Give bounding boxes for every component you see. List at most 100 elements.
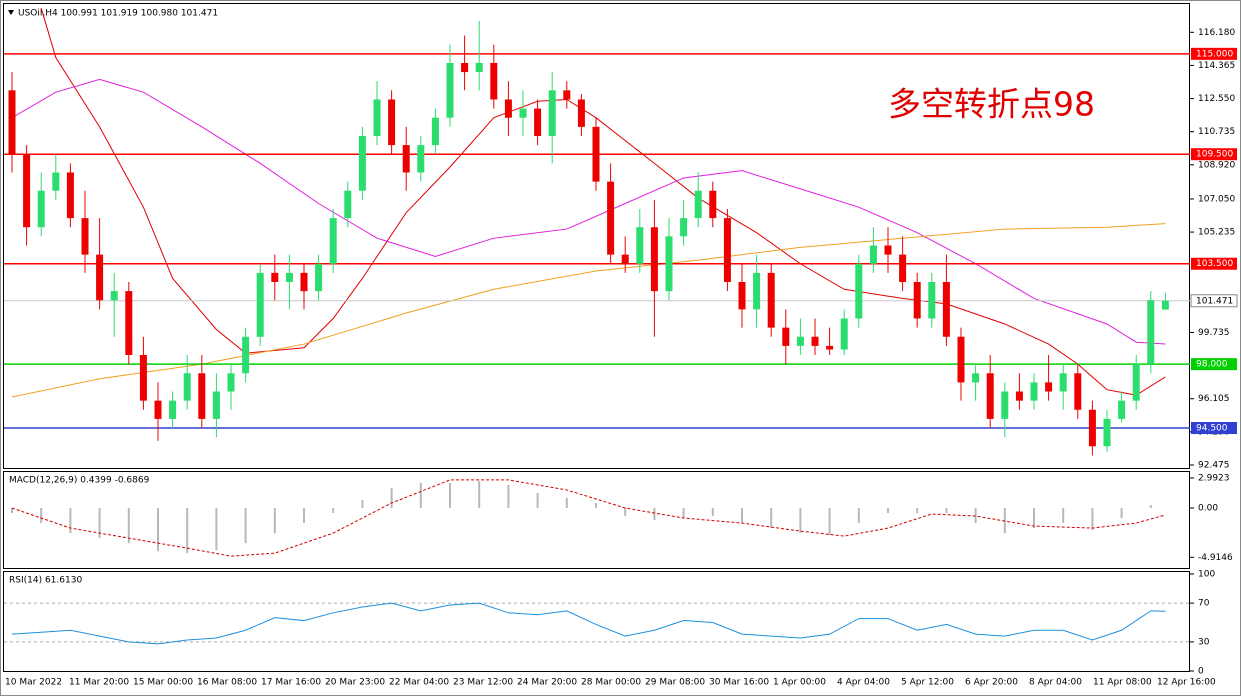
last-price-label: 101.471	[1196, 296, 1233, 306]
level-tag-label: 115.000	[1196, 49, 1233, 59]
macd-bar	[157, 508, 159, 552]
level-tag-label: 94.500	[1196, 424, 1228, 434]
candle-body	[315, 263, 323, 292]
candle-body	[227, 373, 235, 392]
candle-body	[548, 90, 556, 136]
time-label: 30 Mar 16:00	[709, 678, 769, 688]
candle-body	[723, 218, 731, 282]
y-tick-label: 96.105	[1198, 394, 1230, 404]
candle-body	[139, 355, 147, 401]
candle-body	[1059, 373, 1067, 392]
signal-line	[11, 479, 1166, 557]
time-label: 4 Apr 04:00	[837, 678, 890, 688]
time-label: 15 Mar 00:00	[133, 678, 193, 688]
y-tick-label: 30	[1198, 637, 1210, 647]
candle-body	[110, 291, 118, 301]
macd-bar	[857, 508, 860, 524]
candle-body	[1118, 400, 1126, 419]
collapse-icon[interactable]	[8, 10, 14, 15]
time-label: 12 Apr 16:00	[1157, 678, 1216, 688]
macd-bar	[215, 508, 218, 551]
candle-body	[811, 336, 819, 346]
time-label: 22 Mar 04:00	[389, 678, 449, 688]
last-price-tag	[1190, 294, 1238, 308]
candle-body	[621, 254, 629, 264]
moving-average	[11, 78, 1166, 345]
time-label: 8 Apr 04:00	[1029, 678, 1082, 688]
macd-bar	[828, 508, 831, 536]
candle-body	[125, 291, 133, 356]
candle-body	[475, 62, 483, 73]
macd-bar	[536, 492, 539, 509]
candle-body	[198, 373, 206, 419]
candle-body	[1088, 409, 1096, 447]
candle-body	[96, 254, 104, 301]
macd-bar	[390, 487, 393, 509]
time-label: 23 Mar 12:00	[453, 678, 513, 688]
y-tick-label: 116.180	[1198, 28, 1235, 38]
y-tick-label: 0.00	[1198, 504, 1218, 514]
y-tick-label: 2.9923	[1198, 473, 1230, 483]
candle-body	[869, 245, 877, 264]
candle-body	[1132, 364, 1140, 401]
candle-body	[52, 172, 60, 191]
macd-bar	[1033, 508, 1035, 529]
candle-body	[169, 400, 177, 419]
macd-bar	[244, 508, 247, 544]
candle-body	[592, 126, 600, 182]
level-tag	[1191, 257, 1237, 270]
macd-bar	[711, 508, 714, 517]
macd-bar	[127, 508, 130, 544]
price-panel	[3, 3, 1190, 469]
macd-bar	[1149, 505, 1152, 509]
candle-body	[577, 99, 585, 127]
rsi-panel	[3, 571, 1190, 672]
annotation: 多空转折点98	[888, 85, 1095, 124]
time-label: 16 Mar 08:00	[197, 678, 257, 688]
macd-bar	[887, 508, 889, 514]
macd-bar	[682, 508, 685, 519]
macd-bar	[1091, 508, 1094, 531]
candle-body	[23, 154, 31, 228]
time-label: 5 Apr 12:00	[901, 678, 954, 688]
macd-bar	[741, 508, 743, 524]
macd-bar	[916, 508, 919, 514]
macd-bar	[332, 508, 335, 514]
candle-body	[8, 90, 16, 155]
candle-body	[957, 336, 965, 383]
candle-body	[884, 245, 892, 255]
y-tick-label: 107.050	[1198, 194, 1235, 204]
time-label: 6 Apr 20:00	[965, 678, 1018, 688]
macd-bar	[303, 508, 305, 524]
symbol-header: USOil,H4 100.991 101.919 100.980 101.471	[18, 9, 218, 19]
candle-body	[1001, 391, 1009, 419]
y-tick-label: 0	[1198, 667, 1204, 677]
candle-body	[709, 190, 717, 219]
candle-body	[490, 62, 498, 100]
time-label: 29 Mar 08:00	[645, 678, 705, 688]
time-label: 1 Apr 00:00	[773, 678, 826, 688]
time-label: 11 Apr 08:00	[1093, 678, 1152, 688]
macd-panel	[3, 471, 1190, 569]
candle-body	[37, 190, 45, 228]
candle-body	[607, 181, 615, 255]
y-tick-label: 110.735	[1198, 127, 1235, 137]
level-tag	[1191, 422, 1237, 435]
candle-body	[81, 218, 89, 255]
y-tick-label: 108.920	[1198, 160, 1235, 170]
candle-body	[183, 373, 191, 401]
time-label: 20 Mar 23:00	[325, 678, 385, 688]
candle-body	[928, 281, 936, 319]
candle-body	[855, 263, 863, 319]
y-tick-label: -4.9146	[1198, 553, 1233, 563]
macd-bar	[40, 508, 43, 524]
macd-bar	[565, 497, 568, 509]
macd-bar	[653, 508, 656, 521]
time-label: 17 Mar 16:00	[261, 678, 321, 688]
candle-body	[680, 218, 688, 237]
candle-body	[388, 99, 396, 146]
time-label: 11 Mar 20:00	[69, 678, 129, 688]
candle-body	[1045, 382, 1053, 392]
candle-body	[1147, 300, 1155, 365]
candle-body	[1161, 300, 1169, 310]
